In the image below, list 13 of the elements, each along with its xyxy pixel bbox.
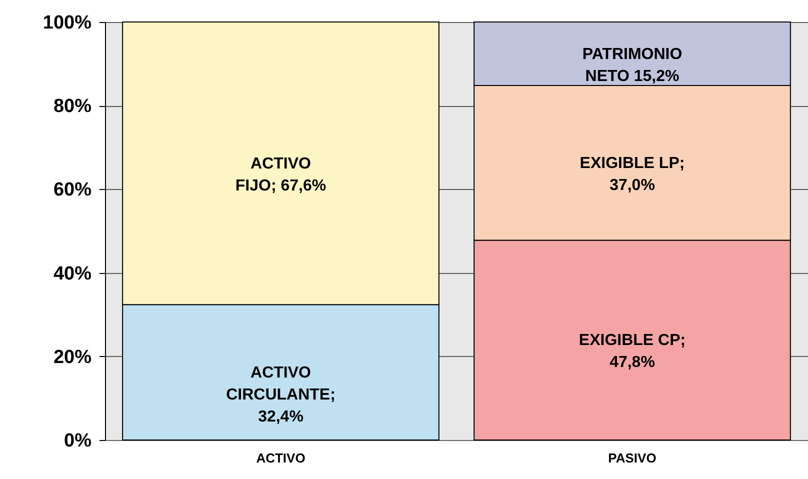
data-label: ACTIVO CIRCULANTE; 32,4% [226,364,336,426]
y-tick-label: 40% [53,263,92,284]
x-tick-label: PASIVO [608,450,656,466]
y-tick-label: 20% [53,346,92,368]
x-tick-label: ACTIVO [256,450,306,466]
y-tick-label: 100% [42,12,92,34]
y-tick-label: 80% [53,96,92,118]
data-label: PATRIMONIO NETO 15,2% [582,46,682,85]
y-tick-label: 60% [53,180,92,201]
data-label: EXIGIBLE CP; 47,8% [578,332,686,372]
data-label: EXIGIBLE LP; 37,0% [580,154,685,194]
data-label: ACTIVO FIJO; 67,6% [235,155,326,194]
y-tick-label: 0% [64,430,92,452]
